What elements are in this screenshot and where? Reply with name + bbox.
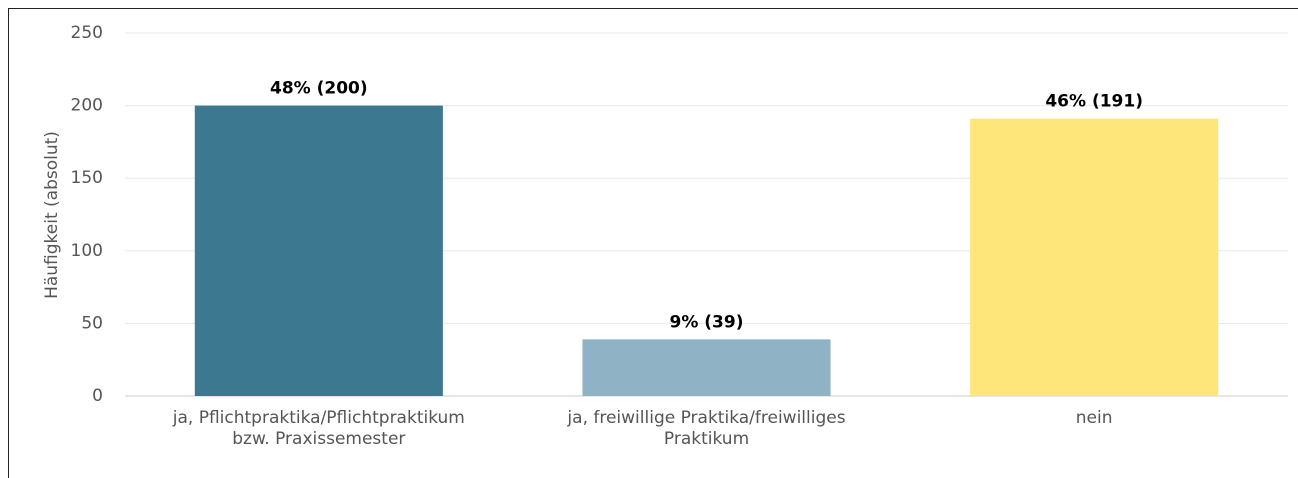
bar [194, 105, 443, 396]
x-tick-label: nein [1075, 408, 1113, 428]
y-tick-label: 50 [81, 313, 103, 333]
x-tick-label: ja, Pflichtpraktika/Pflichtpraktikum bzw… [172, 408, 465, 449]
value-label: 48% (200) [270, 79, 368, 99]
y-tick-label: 150 [71, 168, 103, 188]
bar [970, 118, 1219, 396]
bar [582, 339, 831, 396]
y-tick-label: 250 [71, 23, 103, 43]
y-tick-label: 200 [71, 96, 103, 116]
y-axis-label: Häufigkeit (absolut) [42, 131, 62, 299]
value-label: 9% (39) [670, 312, 744, 332]
y-tick-label: 100 [71, 241, 103, 261]
x-tick-label: ja, freiwillige Praktika/freiwilliges Pr… [567, 408, 846, 449]
value-label: 46% (191) [1045, 92, 1143, 112]
y-tick-label: 0 [92, 386, 103, 406]
